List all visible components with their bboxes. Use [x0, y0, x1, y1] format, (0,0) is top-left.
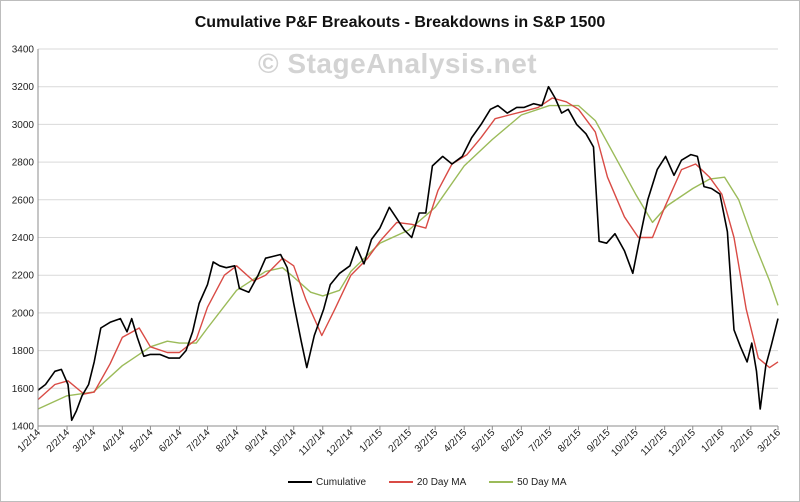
- series-line-20-day-ma: [37, 97, 779, 401]
- y-tick-label: 3400: [12, 45, 35, 56]
- x-tick-label: 11/2/14: [297, 427, 328, 458]
- x-tick-label: 4/2/14: [100, 427, 128, 455]
- legend-item-50-day-ma: 50 Day MA: [489, 477, 567, 488]
- legend-item-20-day-ma: 20 Day MA: [388, 477, 467, 488]
- y-tick-label: 3000: [12, 120, 35, 131]
- y-tick-label: 3200: [12, 82, 35, 93]
- x-tick-label: 5/2/15: [470, 427, 498, 455]
- x-tick-label: 2/2/14: [45, 427, 73, 455]
- x-tick-label: 1/2/15: [358, 427, 386, 455]
- x-tick-label: 12/2/15: [667, 427, 699, 459]
- x-tick-label: 10/2/15: [609, 427, 641, 459]
- x-tick-label: 1/2/16: [699, 427, 727, 455]
- y-tick-label: 1800: [12, 346, 35, 357]
- y-tick-label: 2600: [12, 195, 35, 206]
- gridlines: [38, 48, 778, 427]
- y-tick-label: 2800: [12, 158, 35, 169]
- legend-label-20-day-ma: 20 Day MA: [416, 477, 467, 488]
- x-tick-label: 12/2/14: [325, 427, 357, 459]
- x-tick-label: 6/2/14: [157, 427, 185, 455]
- watermark: © StageAnalysis.net: [258, 48, 538, 79]
- legend-item-cumulative: Cumulative: [288, 477, 366, 488]
- x-tick-label: 3/2/15: [413, 427, 441, 455]
- y-tick-label: 2000: [12, 308, 35, 319]
- x-tick-label: 7/2/15: [527, 427, 555, 455]
- legend: Cumulative 20 Day MA 50 Day MA: [288, 477, 587, 488]
- x-tick-label: 5/2/14: [128, 427, 156, 455]
- x-tick-label: 6/2/15: [499, 427, 527, 455]
- y-tick-label: 2400: [12, 233, 35, 244]
- series-layer: [37, 85, 779, 422]
- series-line-50-day-ma: [37, 104, 779, 410]
- x-tick-label: 8/2/15: [556, 427, 584, 455]
- chart-title: Cumulative P&F Breakouts - Breakdowns in…: [194, 14, 606, 31]
- legend-swatch-50-day-ma: [489, 481, 514, 484]
- x-tick-label: 8/2/14: [214, 427, 242, 455]
- x-tick-label: 11/2/15: [639, 427, 670, 458]
- x-tick-label: 10/2/14: [267, 427, 299, 459]
- legend-label-50-day-ma: 50 Day MA: [517, 477, 567, 488]
- y-tick-label: 1400: [12, 422, 35, 433]
- legend-swatch-20-day-ma: [388, 481, 413, 484]
- x-tick-label: 2/2/16: [729, 427, 757, 455]
- x-tick-label: 2/2/15: [387, 427, 415, 455]
- axes: 1400 1600 1800 2000 2200 2400 2600 2800 3000 3200…: [12, 45, 784, 459]
- x-tick-label: 3/2/16: [756, 427, 784, 455]
- x-tick-label: 4/2/15: [442, 427, 470, 455]
- series-line-cumulative: [37, 85, 779, 422]
- x-tick-label: 7/2/14: [185, 427, 213, 455]
- x-tick-label: 3/2/14: [71, 427, 99, 455]
- y-tick-label: 1600: [12, 384, 35, 395]
- legend-swatch-cumulative: [288, 481, 312, 484]
- y-tick-label: 2200: [12, 271, 35, 282]
- legend-label-cumulative: Cumulative: [316, 477, 367, 488]
